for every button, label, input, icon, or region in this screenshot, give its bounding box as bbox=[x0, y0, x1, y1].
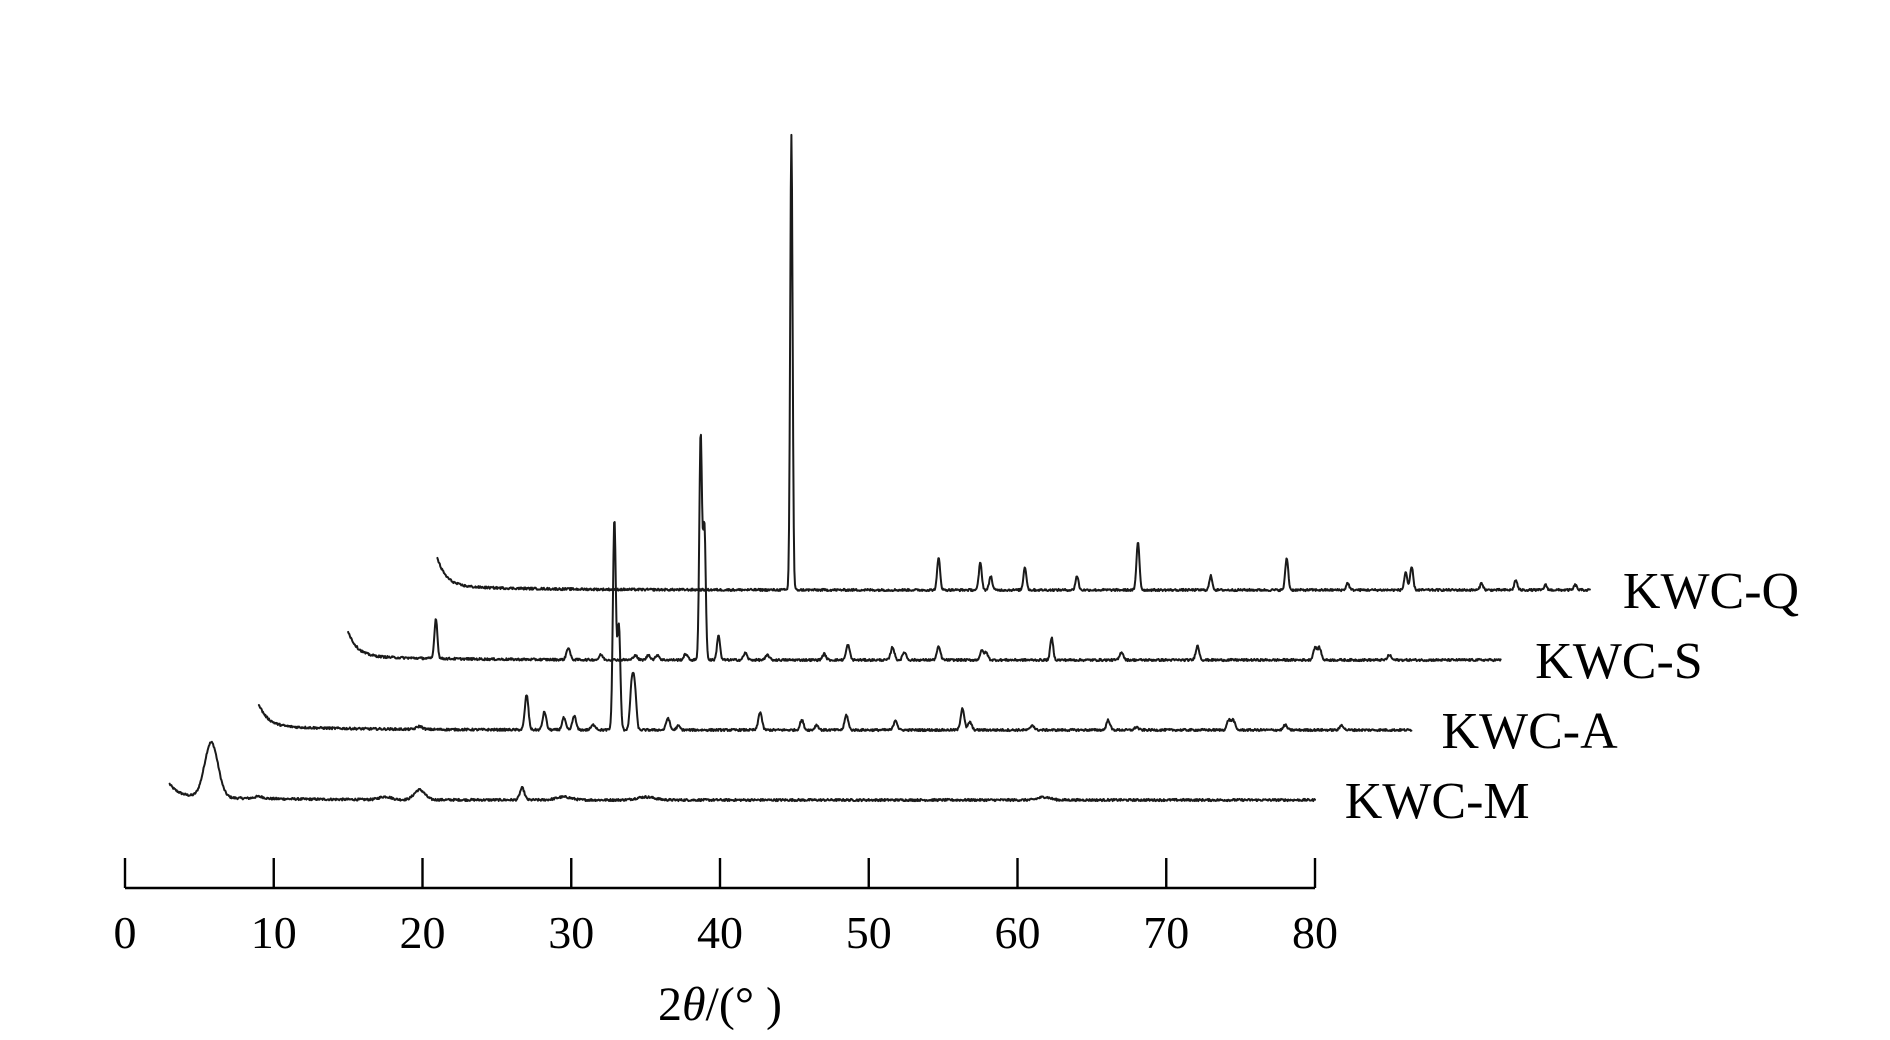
x-axis: 0 10 20 30 40 50 60 70 80 bbox=[114, 858, 1338, 958]
x-tick-label-70: 70 bbox=[1143, 907, 1189, 958]
series-traces bbox=[168, 133, 1591, 803]
x-tick-label-80: 80 bbox=[1292, 907, 1338, 958]
x-tick-label-30: 30 bbox=[548, 907, 594, 958]
x-tick-label-60: 60 bbox=[995, 907, 1041, 958]
x-axis-title: 2θ/(° ) bbox=[658, 978, 782, 1031]
trace-kwc-s bbox=[347, 433, 1502, 663]
x-axis-title-suffix: /(° ) bbox=[706, 978, 783, 1031]
series-label-kwc-q: KWC-Q bbox=[1623, 563, 1799, 620]
x-axis-title-prefix: 2 bbox=[658, 978, 682, 1031]
trace-kwc-q bbox=[436, 133, 1591, 593]
series-label-kwc-s: KWC-S bbox=[1535, 633, 1703, 690]
x-tick-label-10: 10 bbox=[251, 907, 297, 958]
x-tick-label-20: 20 bbox=[400, 907, 446, 958]
trace-kwc-a bbox=[257, 521, 1413, 733]
series-label-kwc-a: KWC-A bbox=[1441, 703, 1618, 760]
trace-kwc-m bbox=[168, 740, 1316, 803]
x-tick-label-40: 40 bbox=[697, 907, 743, 958]
x-axis-ticks: 0 10 20 30 40 50 60 70 80 bbox=[114, 858, 1338, 958]
series-labels: KWC-M KWC-A KWC-S KWC-Q bbox=[1345, 563, 1799, 830]
x-tick-label-50: 50 bbox=[846, 907, 892, 958]
x-tick-label-0: 0 bbox=[114, 907, 137, 958]
x-axis-title-theta: θ bbox=[682, 978, 706, 1031]
series-label-kwc-m: KWC-M bbox=[1345, 773, 1530, 830]
